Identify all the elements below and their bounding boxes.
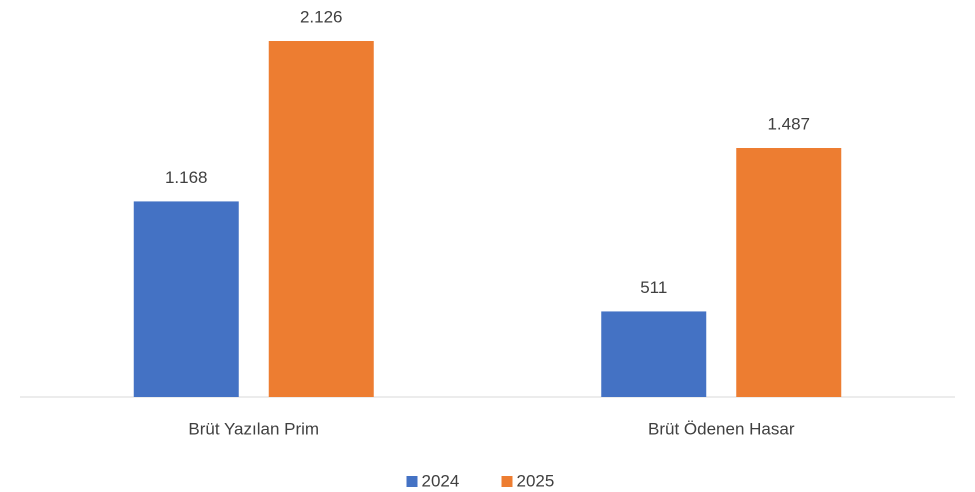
- bar: [268, 41, 374, 397]
- legend-label: 2025: [517, 471, 555, 490]
- legend-swatch: [501, 476, 513, 487]
- legend-swatch: [406, 476, 418, 487]
- legend-label: 2024: [422, 471, 460, 490]
- bar: [133, 201, 239, 397]
- value-label: 2.126: [300, 7, 343, 26]
- x-tick-label: Brüt Yazılan Prim: [188, 419, 319, 438]
- value-label: 1.487: [767, 114, 810, 133]
- bar: [601, 311, 707, 397]
- value-label: 511: [640, 278, 667, 297]
- x-tick-label: Brüt Ödenen Hasar: [648, 419, 795, 438]
- value-label: 1.168: [165, 168, 208, 187]
- bar: [736, 148, 842, 397]
